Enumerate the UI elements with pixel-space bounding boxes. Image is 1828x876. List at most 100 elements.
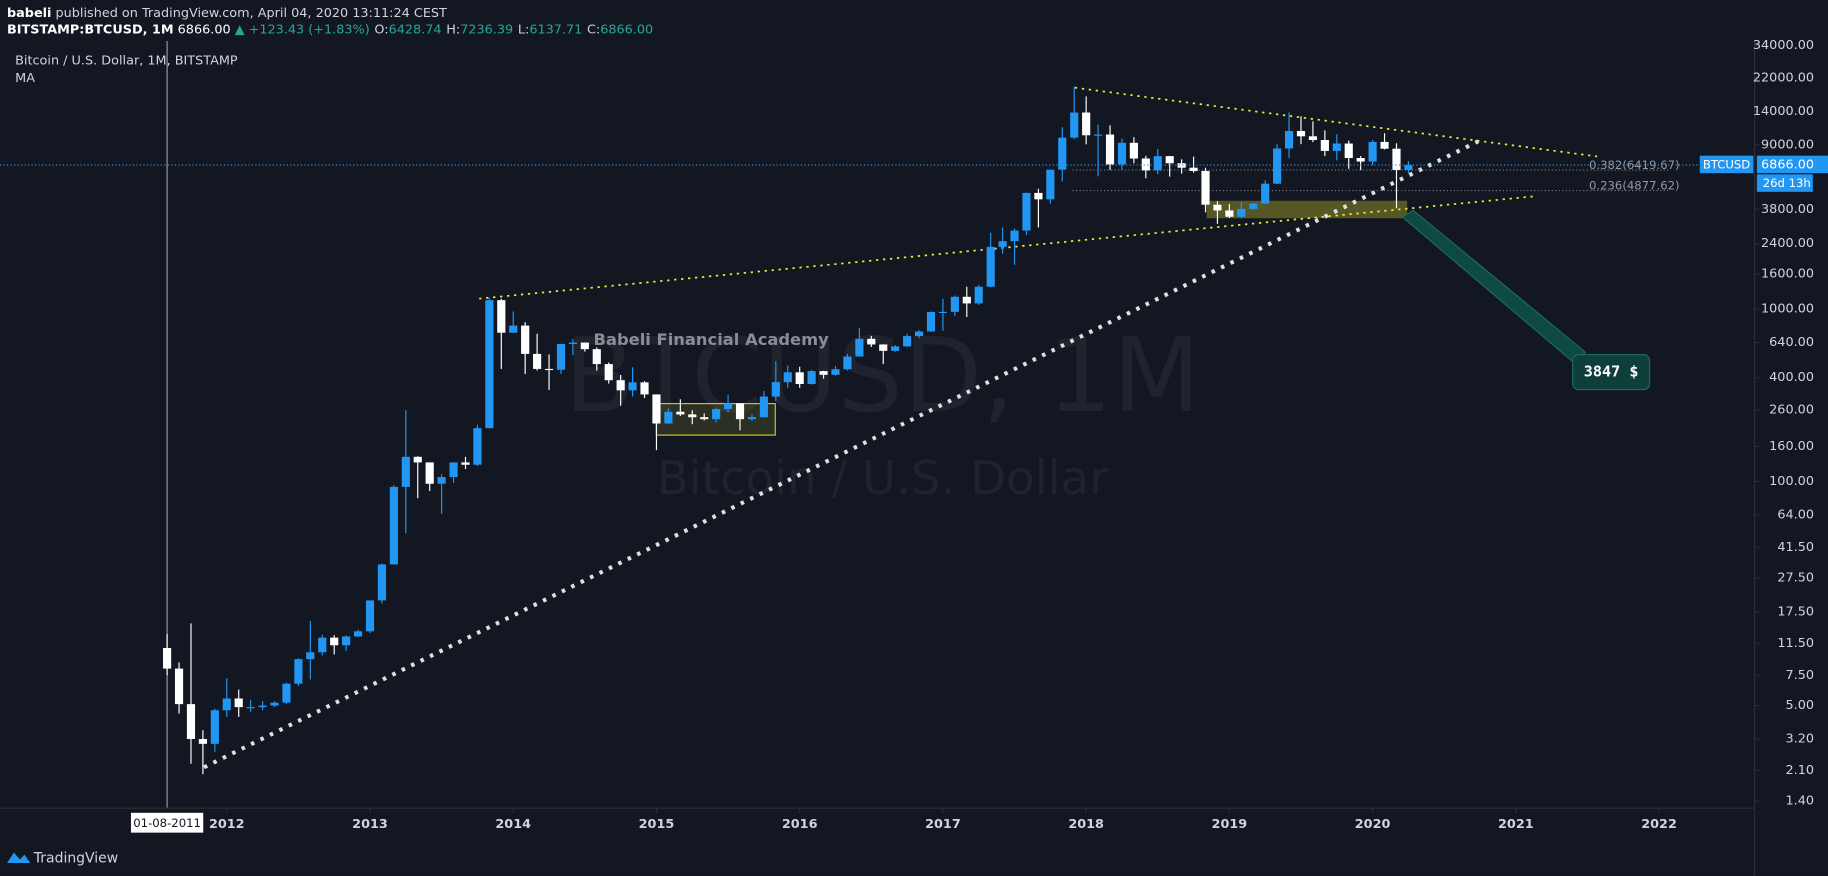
x-tick-label: 2019 xyxy=(1212,817,1248,832)
header: babeli published on TradingView.com, Apr… xyxy=(7,6,653,86)
candle-body xyxy=(903,336,912,347)
candle-body xyxy=(210,710,219,744)
candle-body xyxy=(509,325,518,333)
candle-body xyxy=(771,382,780,397)
candle-body xyxy=(1129,142,1138,159)
candle-body xyxy=(1261,183,1270,204)
candle-body xyxy=(1392,148,1401,170)
y-tick-label: 9000.00 xyxy=(1761,137,1814,152)
candle-body xyxy=(163,647,172,669)
candle-body xyxy=(425,462,434,484)
candle-body xyxy=(819,371,828,375)
y-tick-label: 2400.00 xyxy=(1761,236,1814,251)
y-tick-label: 3.20 xyxy=(1785,731,1814,746)
candle-body xyxy=(318,637,327,653)
candle-body xyxy=(759,396,768,418)
watermark-subtitle: Bitcoin / U.S. Dollar xyxy=(657,451,1109,505)
y-tick-label: 3800.00 xyxy=(1761,202,1814,217)
candle-body xyxy=(377,564,387,601)
candle-body xyxy=(604,364,613,381)
trend-line xyxy=(479,195,1537,300)
candle-body xyxy=(1094,134,1103,136)
y-tick-label: 640.00 xyxy=(1769,335,1814,350)
annotation: Babeli Financial Academy xyxy=(594,330,830,349)
candle-body xyxy=(986,246,995,287)
crosshair-label: 01-08-2011 xyxy=(133,816,201,830)
candle-body xyxy=(879,344,888,351)
candle-body xyxy=(712,409,721,420)
candle-body xyxy=(497,300,506,333)
candle-body xyxy=(926,311,936,332)
candle-body xyxy=(1296,130,1306,137)
candle-body xyxy=(401,456,410,487)
header-line: BITSTAMP:BTCUSD, 1M 6866.00 ▲ +123.43 (+… xyxy=(7,22,653,37)
candle-body xyxy=(616,380,625,391)
candle-body xyxy=(628,382,637,391)
x-tick-label: 2021 xyxy=(1498,817,1534,832)
candle-body xyxy=(1368,141,1377,162)
candle-body xyxy=(234,698,243,708)
candle-body xyxy=(1010,230,1019,242)
candle-body xyxy=(258,705,267,708)
candle-body xyxy=(1022,192,1031,231)
candle-body xyxy=(461,462,470,465)
callout-box xyxy=(1572,354,1651,391)
x-tick-label: 2022 xyxy=(1641,817,1677,832)
candle-body xyxy=(389,486,398,565)
y-tick-label: 260.00 xyxy=(1769,402,1814,417)
ohlc-value: 7236.39 xyxy=(460,22,513,37)
footer-brand: TradingView xyxy=(33,850,118,866)
y-tick-label: 160.00 xyxy=(1769,439,1814,454)
y-tick-label: 17.50 xyxy=(1777,604,1814,619)
candle-body xyxy=(867,338,876,345)
candle-body xyxy=(640,382,649,395)
candle-body xyxy=(282,683,291,703)
callout-pointer xyxy=(1401,209,1587,363)
countdown: 26d 13h xyxy=(1763,176,1811,190)
x-tick-label: 2016 xyxy=(782,817,818,832)
candle-body xyxy=(1177,163,1186,168)
crosshair-label-bg xyxy=(130,812,204,833)
logo xyxy=(6,852,31,863)
axes: 1.40 2.10 3.20 5.00 7.50 11.50 17.50 27.50 41.50… xyxy=(130,38,1828,833)
ohlc-value: 6866.00 xyxy=(600,22,653,37)
y-tick-label: 27.50 xyxy=(1777,571,1814,586)
candle-body xyxy=(533,353,542,369)
candle-body xyxy=(1034,192,1043,200)
candle-body xyxy=(222,698,231,711)
y-tick-label: 41.50 xyxy=(1777,540,1814,555)
support-box xyxy=(1206,200,1408,219)
y-tick-label: 1.40 xyxy=(1785,793,1814,808)
author: babeli xyxy=(7,6,51,21)
candle-body xyxy=(1105,134,1115,165)
candle-body xyxy=(1117,142,1127,165)
fib-label: 0.236(4877.62) xyxy=(1589,178,1680,192)
ohlc-key: L: xyxy=(518,22,529,37)
candle-body xyxy=(353,631,363,637)
y-tick-label: 400.00 xyxy=(1769,370,1814,385)
candle-body xyxy=(1237,208,1246,217)
x-tick-label: 2012 xyxy=(209,817,245,832)
candle-body xyxy=(413,456,422,463)
y-tick-label: 5.00 xyxy=(1785,698,1814,713)
candle-body xyxy=(998,241,1007,247)
candle-body xyxy=(652,394,661,424)
candle-body xyxy=(473,428,482,465)
y-tick-label: 11.50 xyxy=(1777,636,1814,651)
candle-body xyxy=(1058,137,1067,170)
candle-body xyxy=(1082,112,1091,136)
candle-body xyxy=(521,325,530,354)
published: published on TradingView.com, April 04, … xyxy=(56,6,448,21)
candle-body xyxy=(1380,141,1389,149)
candle-body xyxy=(962,296,971,304)
candle-body xyxy=(1225,210,1234,217)
candle-body xyxy=(1404,165,1413,170)
candle-body xyxy=(556,343,566,370)
candle-body xyxy=(580,342,589,350)
candle-body xyxy=(198,739,207,744)
candle-body xyxy=(938,311,948,314)
symbol-tag: BTCUSD xyxy=(1703,158,1750,172)
ohlc-value: 6137.71 xyxy=(529,22,582,37)
